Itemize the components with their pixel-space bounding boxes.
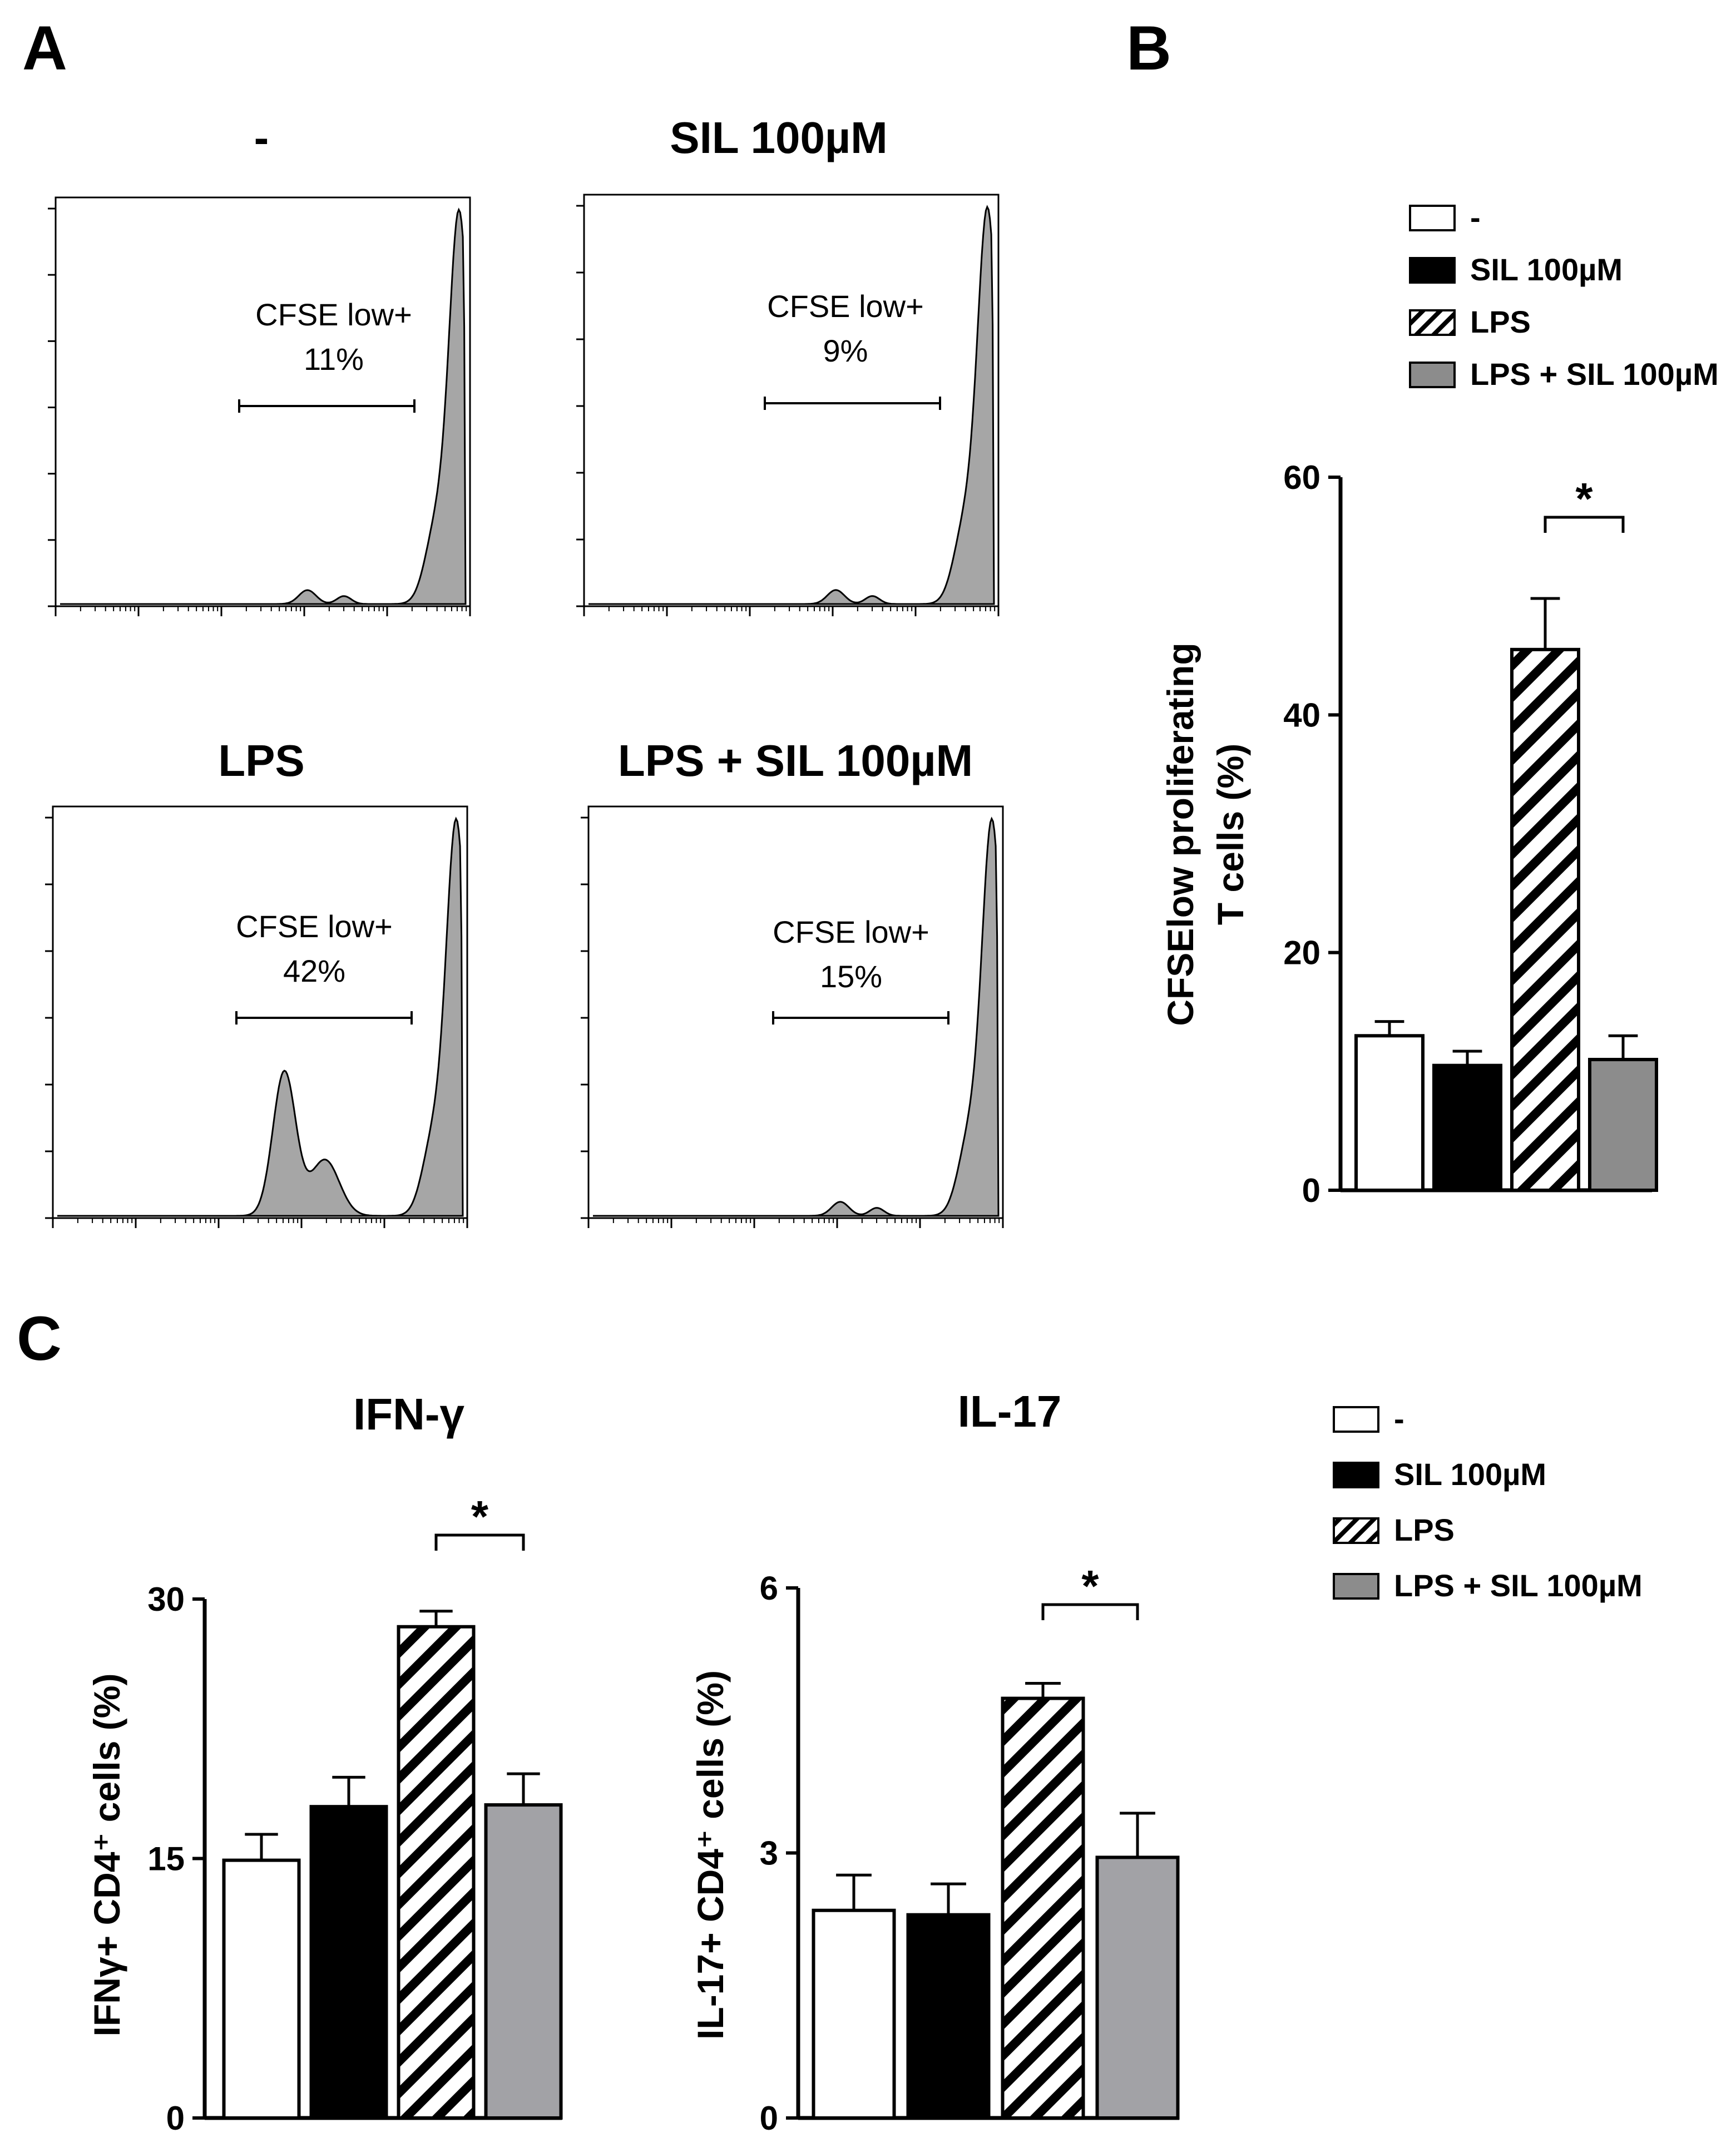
gate-percent: 11%: [304, 342, 364, 377]
y-tick-label: 0: [1302, 1172, 1320, 1209]
bar-4: [1588, 1057, 1658, 1192]
histogram-2: SIL 100µM CFSE low+ 9%: [576, 113, 1000, 616]
bar-1: [1354, 1034, 1425, 1192]
histogram-title: LPS + SIL 100µM: [618, 736, 973, 785]
panel-letter-c: C: [17, 1304, 62, 1373]
legend-label-1: -: [1470, 200, 1481, 235]
legend-label-2: SIL 100µM: [1394, 1457, 1546, 1492]
significance-bracket: [434, 1533, 525, 1551]
y-axis-title: CFSElow proliferating: [1160, 642, 1201, 1026]
chart-title: IFN-γ: [353, 1389, 465, 1439]
legend-c: - SIL 100µM LPS LPS + SIL 100µM: [1333, 1401, 1643, 1603]
legend-swatch-4: [1409, 362, 1456, 388]
bar-3: [397, 1625, 476, 2120]
y-axis-title: T cells (%): [1210, 744, 1251, 925]
chart-title: IL-17: [958, 1387, 1062, 1436]
y-axis-title: IL-17+ CD4⁺ cells (%): [690, 1670, 731, 2040]
histogram-curve: [593, 816, 1000, 1217]
panel-b-bar-chart: 0 20 40 60 * CFSElow proliferating T cells (%): [1160, 459, 1658, 1209]
legend-label-4: LPS + SIL 100µM: [1394, 1568, 1643, 1603]
bar-1: [812, 1908, 896, 2120]
gate-label: CFSE low+: [255, 297, 412, 332]
histogram-frame: [583, 194, 1000, 607]
y-axis-title: IFNγ+ CD4⁺ cells (%): [86, 1674, 127, 2037]
bar-4: [1095, 1855, 1180, 2120]
y-tick-label: 0: [166, 2100, 185, 2133]
y-tick-label: 40: [1283, 696, 1320, 734]
legend-swatch-1: [1333, 1406, 1379, 1433]
gate-label: CFSE low+: [773, 914, 929, 949]
significance-bracket: [1041, 1603, 1139, 1620]
histogram-title: -: [254, 113, 269, 162]
y-tick-label: 0: [760, 2100, 778, 2133]
bar-3: [1001, 1696, 1085, 2120]
legend-swatch-4: [1333, 1573, 1379, 1600]
y-tick-label: 3: [760, 1835, 778, 1872]
bar-3: [1510, 647, 1580, 1192]
histogram-frame: [52, 805, 468, 1219]
histogram-curve: [60, 207, 467, 605]
gate-label: CFSE low+: [767, 289, 924, 324]
legend-swatch-2: [1409, 257, 1456, 284]
legend-swatch-1: [1409, 205, 1456, 231]
significance-star: *: [1575, 474, 1593, 523]
bar-4: [484, 1803, 563, 2120]
histogram-frame: [55, 196, 471, 607]
y-tick-label: 20: [1283, 934, 1320, 972]
significance-bracket: [1544, 516, 1625, 533]
histogram-3: LPS CFSE low+ 42%: [45, 736, 468, 1228]
histogram-curve: [588, 205, 995, 605]
histogram-4: LPS + SIL 100µM CFSE low+ 15%: [581, 736, 1004, 1228]
y-tick-label: 60: [1283, 459, 1320, 496]
histogram-curve: [57, 816, 464, 1217]
legend-swatch-2: [1333, 1462, 1379, 1488]
bar-2: [309, 1805, 388, 2120]
gate-percent: 42%: [283, 953, 345, 988]
significance-star: *: [1081, 1561, 1099, 1611]
legend-label-4: LPS + SIL 100µM: [1470, 357, 1719, 392]
histogram-title: SIL 100µM: [670, 113, 887, 162]
bar-2: [1432, 1063, 1502, 1192]
y-tick-label: 6: [760, 1570, 778, 1607]
legend-label-1: -: [1394, 1401, 1404, 1436]
histogram-1: - CFSE low+ 11%: [48, 113, 471, 616]
y-tick-label: 30: [147, 1581, 185, 1618]
legend-swatch-3: [1333, 1517, 1379, 1544]
legend-b: - SIL 100µM LPS LPS + SIL 100µM: [1409, 200, 1719, 392]
y-tick-label: 15: [147, 1840, 185, 1878]
bar-1: [222, 1858, 301, 2120]
legend-label-2: SIL 100µM: [1470, 252, 1623, 287]
significance-star: *: [471, 1492, 489, 1541]
panel-letter-b: B: [1126, 13, 1171, 83]
panel-a-histograms: - CFSE low+ 11% SIL 100µM CFSE low+ 9% LPS CFSE…: [45, 113, 1004, 1228]
histogram-frame: [587, 805, 1004, 1219]
legend-label-3: LPS: [1470, 304, 1531, 339]
gate-percent: 15%: [820, 959, 882, 994]
panel-c-ifn-gamma-chart: 0 15 30 * IFN-γ IFNγ+ CD4⁺ cells (%): [86, 1389, 563, 2133]
gate-label: CFSE low+: [236, 909, 393, 944]
histogram-title: LPS: [218, 736, 305, 785]
legend-swatch-3: [1409, 309, 1456, 336]
gate-percent: 9%: [823, 333, 868, 368]
legend-label-3: LPS: [1394, 1512, 1455, 1547]
panel-c-il17-chart: 0 3 6 * IL-17 IL-17+ CD4⁺ cells (%): [690, 1387, 1180, 2133]
panel-letter-a: A: [22, 13, 67, 83]
bar-2: [906, 1913, 991, 2120]
